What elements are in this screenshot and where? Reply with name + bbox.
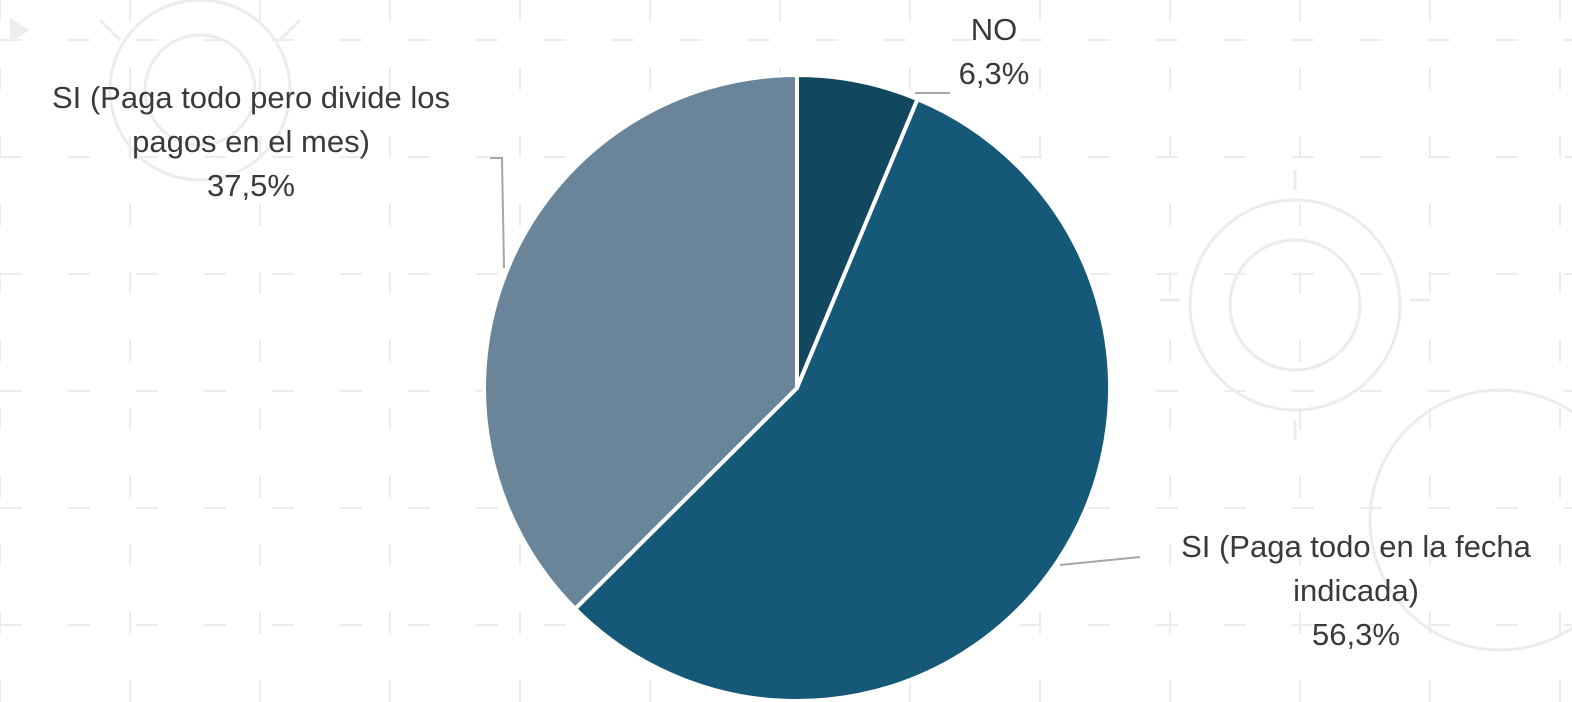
leader-line xyxy=(1059,556,1141,566)
slice-category-label: NO xyxy=(971,12,1018,47)
pie-slice[interactable] xyxy=(795,73,920,390)
slice-category-label: SI (Paga todo pero divide los xyxy=(52,80,450,115)
pie-slice[interactable] xyxy=(482,73,799,611)
slice-category-label: pagos en el mes) xyxy=(132,124,370,159)
slice-label: SI (Paga todo en la fecha indicada) 56,3% xyxy=(1181,529,1532,652)
pie-slices xyxy=(482,73,1112,702)
leader-lines xyxy=(490,92,1141,566)
leader-line xyxy=(490,157,505,269)
slice-value-label: 56,3% xyxy=(1312,617,1400,652)
slice-label: NO 6,3% xyxy=(959,12,1030,91)
gear-icon-bottom-right xyxy=(1368,388,1572,652)
slice-labels: NO 6,3% SI (Paga todo en la fecha indicada)… xyxy=(52,12,1532,652)
slice-value-label: 6,3% xyxy=(959,56,1030,91)
gear-icon-top-left xyxy=(98,0,302,182)
play-triangle-icon xyxy=(10,18,30,42)
slice-category-label: indicada) xyxy=(1293,573,1419,608)
pie-slice[interactable] xyxy=(573,97,1112,702)
slice-value-label: 37,5% xyxy=(207,168,295,203)
gear-icon-right xyxy=(1160,170,1430,440)
slice-label: SI (Paga todo pero divide los pagos en el… xyxy=(52,80,450,203)
slice-category-label: SI (Paga todo en la fecha xyxy=(1181,529,1532,564)
